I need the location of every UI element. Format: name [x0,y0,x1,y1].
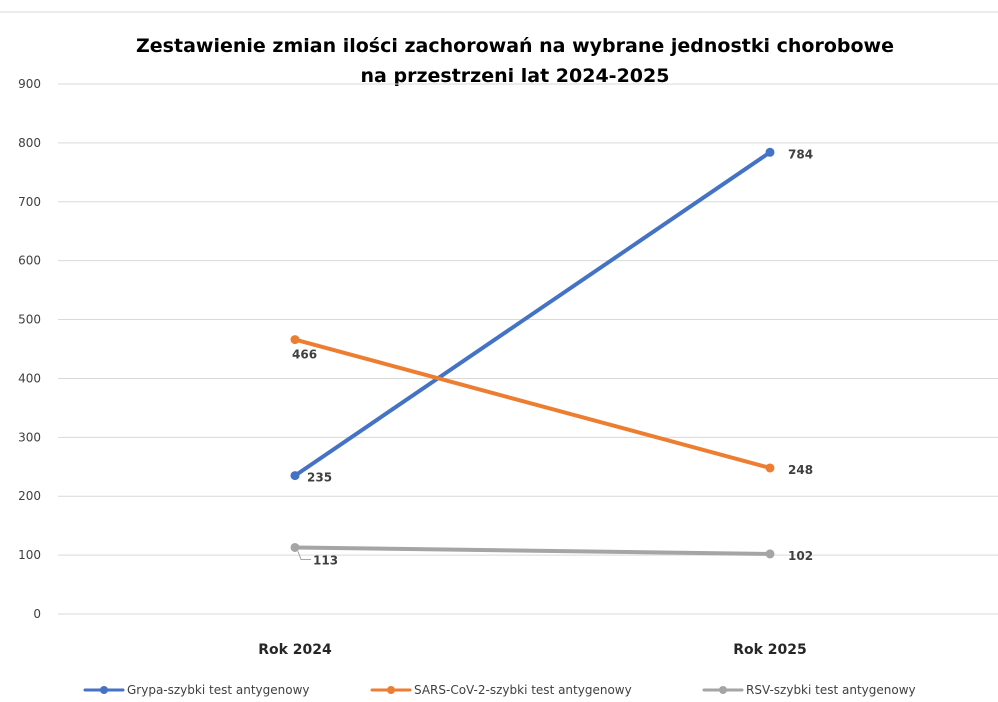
data-label-series-2-point-1: 466 [292,348,317,362]
y-tick-label-0: 0 [33,607,41,621]
x-category-label-1: Rok 2024 [258,642,332,658]
legend-label-2: SARS-CoV-2-szybki test antygenowy [414,683,632,697]
series-3-marker-2 [765,549,775,559]
y-tick-label-300: 300 [18,430,41,444]
data-label-series-1-point-1: 235 [307,471,332,485]
gridlines [58,83,998,615]
x-axis-category-labels: Rok 2024 Rok 2025 [258,642,807,658]
series-line-3 [293,545,772,556]
series-1-marker-1 [290,471,300,481]
series-line-2 [293,337,772,470]
series-3-marker-1 [290,542,300,552]
y-tick-label-200: 200 [18,489,41,503]
legend-marker-1 [100,686,108,694]
y-tick-label-500: 500 [18,313,41,327]
x-category-label-2: Rok 2025 [733,642,807,658]
series-2-marker-2 [765,463,775,473]
data-label-series-2-point-2: 248 [788,463,813,477]
legend-label-1: Grypa-szybki test antygenowy [127,683,310,697]
y-tick-label-800: 800 [18,136,41,150]
data-label-series-3-point-1: 113 [313,553,338,567]
legend-marker-3 [719,686,727,694]
y-tick-label-700: 700 [18,195,41,209]
y-tick-label-900: 900 [18,77,41,91]
y-tick-label-100: 100 [18,548,41,562]
legend-label-3: RSV-szybki test antygenowy [746,683,916,697]
legend-marker-2 [387,686,395,694]
series-lines [290,147,775,559]
series-2-marker-1 [290,335,300,345]
y-axis-tick-labels: 0 100 200 300 400 500 600 700 800 900 [18,77,41,621]
series-line-1 [293,150,772,478]
y-tick-label-600: 600 [18,254,41,268]
chart-title-line-1: Zestawienie zmian ilości zachorowań na w… [136,35,894,57]
data-labels: 235 784 466 248 113 102 [292,147,813,567]
series-1-marker-2 [765,147,775,157]
data-label-series-1-point-2: 784 [788,147,813,161]
data-label-series-3-point-2: 102 [788,549,813,563]
y-tick-label-400: 400 [18,371,41,385]
legend: Grypa-szybki test antygenowy SARS-CoV-2-s… [83,683,916,697]
data-label-leader-line [297,551,311,560]
chart-title-line-2: na przestrzeni lat 2024-2025 [361,65,670,87]
